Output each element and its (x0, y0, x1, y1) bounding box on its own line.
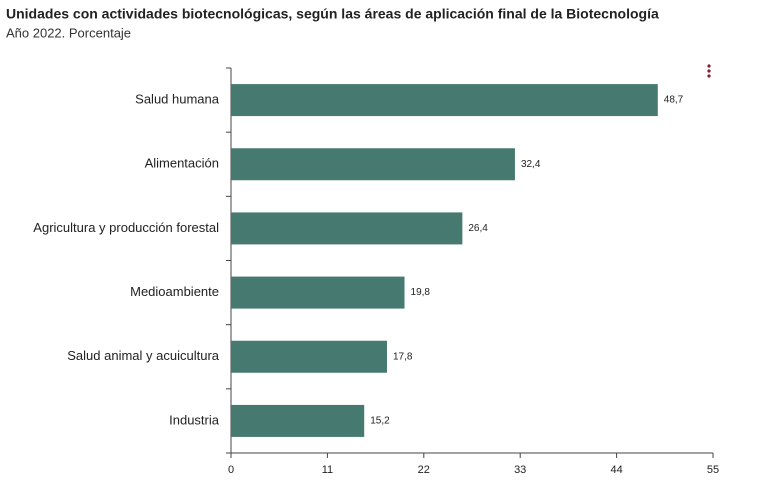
x-tick-label: 22 (418, 464, 430, 476)
menu-icon[interactable] (707, 64, 711, 78)
x-tick-label: 11 (322, 464, 333, 476)
bar (231, 404, 365, 437)
chart-subtitle: Año 2022. Porcentaje (6, 25, 131, 40)
menu-dot[interactable] (707, 74, 711, 78)
chart-title: Unidades con actividades biotecnológicas… (6, 6, 659, 22)
x-tick-label: 44 (610, 464, 622, 476)
bar (231, 148, 515, 181)
bar (231, 84, 658, 117)
value-label: 15,2 (370, 416, 390, 427)
y-tick-label: Alimentación (145, 156, 219, 171)
y-tick-label: Salud humana (135, 92, 220, 107)
x-tick-label: 33 (514, 464, 526, 476)
bar (231, 212, 463, 245)
value-label: 32,4 (521, 159, 541, 170)
y-tick-label: Agricultura y producción forestal (33, 220, 219, 235)
value-label: 48,7 (664, 95, 684, 106)
y-tick-label: Industria (169, 412, 220, 427)
y-tick-label: Medioambiente (130, 284, 219, 299)
bar (231, 340, 387, 373)
value-label: 26,4 (468, 223, 488, 234)
bar (231, 276, 405, 309)
y-tick-label: Salud animal y acuicultura (67, 348, 220, 363)
x-tick-label: 0 (228, 464, 234, 476)
value-label: 19,8 (411, 287, 431, 298)
menu-dot[interactable] (707, 69, 711, 73)
value-label: 17,8 (393, 351, 413, 362)
x-tick-label: 55 (707, 464, 719, 476)
menu-dot[interactable] (707, 64, 711, 68)
